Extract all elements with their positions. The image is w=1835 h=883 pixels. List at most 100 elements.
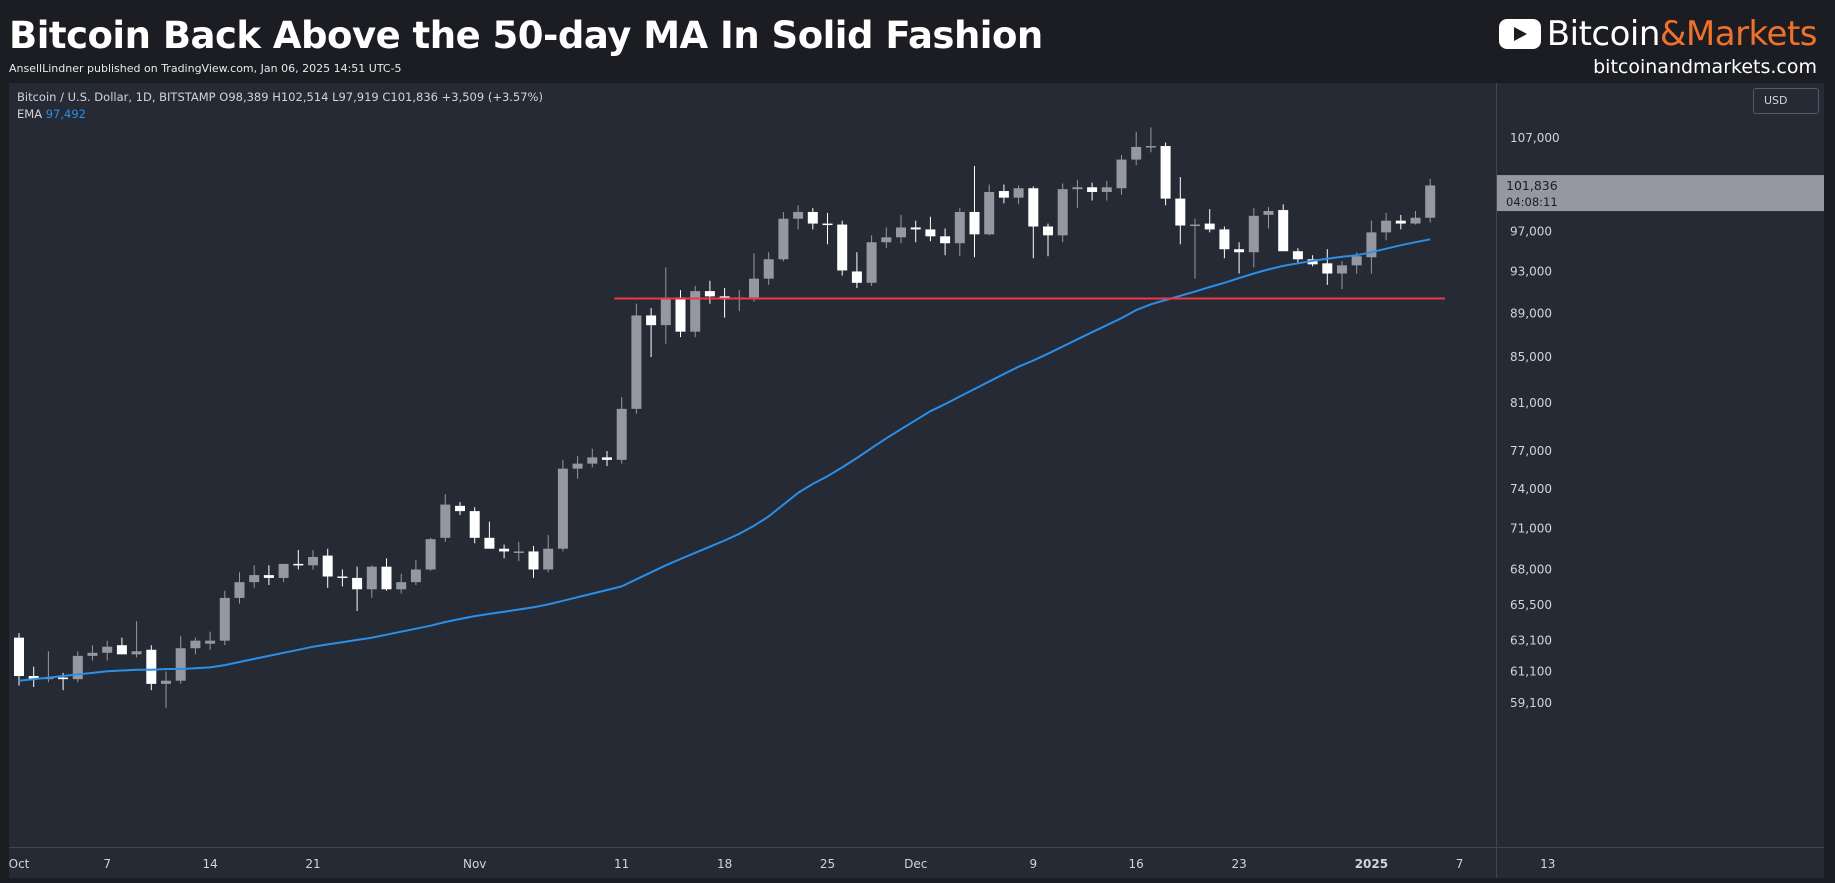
candle-body: [322, 555, 333, 577]
candle-body: [1116, 159, 1127, 189]
candle-body: [1292, 251, 1303, 260]
x-tick-label: 11: [614, 857, 629, 871]
candle-body: [793, 211, 804, 219]
candle-body: [1425, 185, 1436, 218]
price-axis-area: [1496, 83, 1824, 878]
candle-body: [87, 652, 98, 656]
candle-body: [837, 224, 848, 271]
x-tick-label: 7: [103, 857, 111, 871]
candle-body: [925, 229, 936, 237]
candle-body: [910, 227, 921, 230]
candle-body: [278, 563, 289, 578]
candle-body: [1263, 211, 1274, 215]
ema-value: 97,492: [45, 107, 86, 121]
candle-body: [499, 548, 510, 552]
plot-area: [9, 83, 1496, 847]
x-tick-label: 7: [1456, 857, 1464, 871]
candle-body: [587, 457, 598, 464]
candle-body: [1278, 210, 1289, 252]
candle-body: [219, 597, 230, 641]
y-tick-label: 71,000: [1510, 521, 1552, 535]
candle-body: [851, 271, 862, 283]
candle-body: [1145, 146, 1156, 148]
candle-body: [543, 548, 554, 570]
x-tick-label: 13: [1540, 857, 1555, 871]
y-tick-label: 107,000: [1510, 131, 1560, 145]
candle-body: [146, 649, 157, 684]
candle-body: [1175, 198, 1186, 226]
candle-body: [572, 463, 583, 469]
x-tick-label: 14: [202, 857, 217, 871]
candle-body: [513, 551, 524, 553]
candle-body: [1204, 223, 1215, 230]
y-tick-label: 77,000: [1510, 444, 1552, 458]
chart-panel[interactable]: 107,000 97,000 93,000 89,000 85,000 81,000 77,…: [9, 83, 1824, 878]
candle-body: [131, 651, 142, 655]
candle-body: [1248, 215, 1259, 253]
brand-logo: Bitcoin&Markets: [1498, 14, 1818, 54]
last-price-label: 101,836: [1506, 178, 1558, 193]
x-tick-label: 16: [1129, 857, 1144, 871]
x-tick-label: 9: [1029, 857, 1037, 871]
y-tick-label: 97,000: [1510, 224, 1552, 238]
candle-countdown-label: 04:08:11: [1506, 195, 1558, 209]
candle-body: [1043, 226, 1053, 236]
candle-body: [896, 227, 906, 238]
y-tick-label: 85,000: [1510, 350, 1552, 364]
candle-body: [1072, 187, 1083, 190]
last-price-label-bg: [1497, 175, 1824, 212]
candle-body: [396, 582, 407, 590]
candle-body: [381, 566, 392, 590]
candle-body: [1219, 229, 1230, 250]
candle-body: [455, 505, 465, 512]
y-tick-label: 81,000: [1510, 396, 1552, 410]
candle-body: [866, 242, 877, 283]
candle-body: [557, 468, 568, 549]
x-tick-label: 25: [820, 857, 835, 871]
candle-body: [440, 504, 451, 538]
y-tick-label: 68,000: [1510, 562, 1552, 576]
candle-body: [1057, 189, 1068, 236]
candle-body: [1190, 224, 1200, 227]
candle-body: [366, 566, 377, 590]
y-tick-label: 63,100: [1510, 634, 1552, 648]
candle-body: [293, 563, 304, 566]
candle-body: [704, 291, 715, 297]
candle-body: [337, 576, 348, 579]
candle-body: [58, 677, 69, 680]
youtube-play-icon: [1498, 19, 1541, 49]
candle-body: [690, 291, 701, 332]
currency-selector[interactable]: USD: [1753, 88, 1819, 114]
brand-name: Bitcoin&Markets: [1547, 14, 1818, 54]
brand-url: bitcoinandmarkets.com: [1593, 56, 1817, 78]
candle-body: [234, 582, 245, 598]
x-tick-label: Nov: [463, 857, 486, 871]
price-chart[interactable]: 107,000 97,000 93,000 89,000 85,000 81,000 77,…: [9, 83, 1824, 878]
candle-body: [1322, 263, 1333, 274]
candle-body: [425, 539, 436, 570]
candle-body: [1028, 188, 1039, 227]
candle-body: [1131, 146, 1142, 160]
candle-body: [675, 297, 686, 332]
y-tick-label: 65,500: [1510, 598, 1552, 612]
candle-body: [190, 640, 201, 649]
candle-body: [1351, 256, 1362, 266]
candle-body: [410, 569, 421, 583]
ema-line: [18, 238, 1431, 682]
x-tick-label: 21: [305, 857, 320, 871]
y-tick-label: 59,100: [1510, 696, 1552, 710]
candle-body: [263, 575, 274, 578]
candle-body: [72, 655, 83, 680]
candle-body: [469, 511, 480, 538]
x-tick-label: 23: [1231, 857, 1246, 871]
candle-body: [984, 191, 995, 235]
ema-legend: EMA 97,492: [17, 106, 543, 123]
candle-body: [1366, 232, 1377, 258]
candle-body: [249, 575, 260, 583]
candle-body: [660, 297, 671, 326]
header: Bitcoin Back Above the 50-day MA In Soli…: [0, 0, 1835, 80]
candle-body: [1101, 187, 1112, 192]
y-tick-label: 93,000: [1510, 264, 1552, 278]
candle-body: [763, 259, 774, 279]
candle-body: [954, 211, 965, 244]
